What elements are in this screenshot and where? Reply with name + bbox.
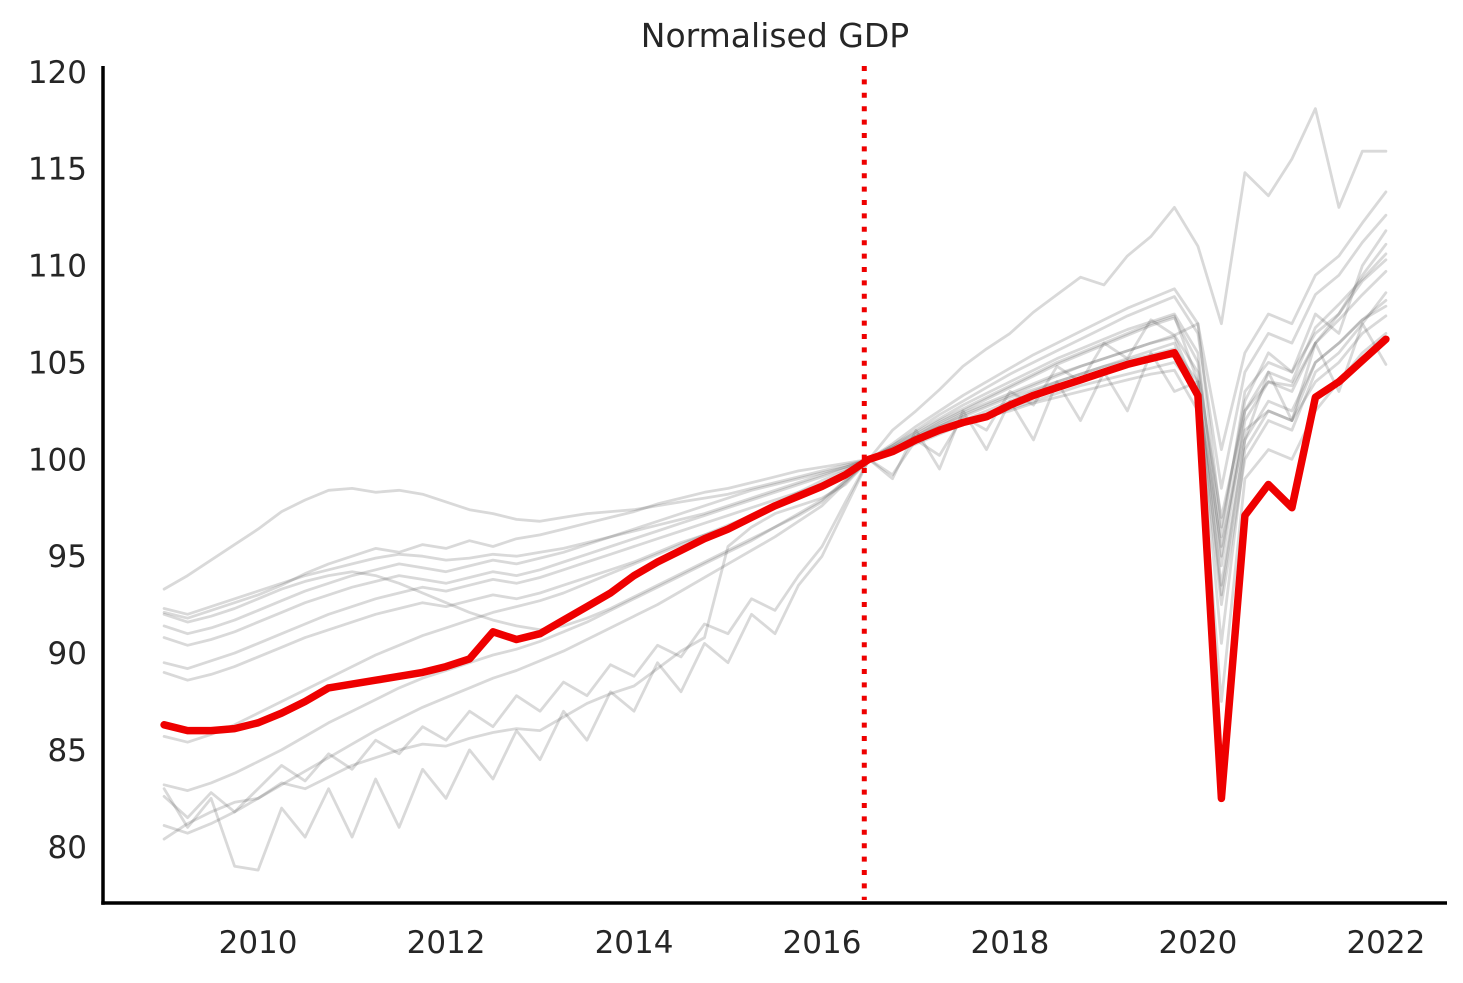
background-series-line-series-6 [162, 242, 1388, 636]
background-series-line-series-8 [162, 269, 1388, 670]
background-series-line-series-4 [162, 331, 1388, 703]
y-tick-label: 95 [48, 539, 87, 575]
y-tick-label: 85 [48, 733, 87, 769]
background-series-line-series-1 [162, 322, 1388, 872]
background-series-line-series-12 [162, 229, 1388, 820]
background-series-line-series-5 [162, 258, 1388, 620]
background-series-line-series-14 [162, 252, 1388, 835]
x-tick-label: 2014 [595, 925, 674, 961]
y-tick-label: 105 [28, 345, 87, 381]
background-series-line-series-11 [162, 190, 1388, 792]
x-tick-label: 2018 [971, 925, 1050, 961]
x-tick-label: 2012 [407, 925, 486, 961]
x-tick-label: 2020 [1158, 925, 1237, 961]
background-series-line-series-2 [162, 107, 1388, 841]
y-tick-label: 115 [28, 152, 87, 188]
x-tick-label: 2016 [783, 925, 862, 961]
y-tick-label: 90 [48, 636, 87, 672]
highlighted-series-line [160, 335, 1390, 803]
y-tick-label: 120 [28, 55, 87, 91]
x-tick-label: 2010 [219, 925, 298, 961]
chart-title: Normalised GDP [640, 16, 910, 55]
y-tick-label: 110 [28, 249, 87, 285]
x-tick-label: 2022 [1346, 925, 1425, 961]
y-tick-label: 100 [28, 442, 87, 478]
y-tick-label: 80 [48, 830, 87, 866]
